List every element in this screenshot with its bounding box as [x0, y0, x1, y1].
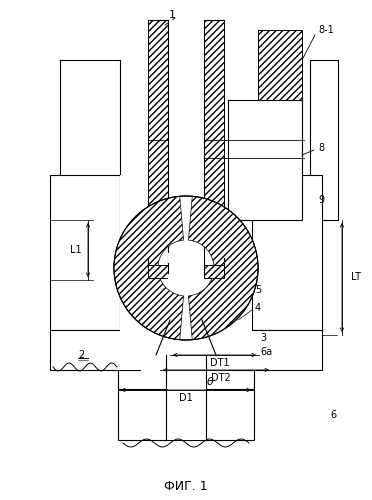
Bar [204, 265, 224, 278]
Bar [204, 20, 224, 265]
Wedge shape [189, 196, 258, 340]
Text: 3: 3 [260, 333, 266, 343]
Bar [148, 20, 168, 265]
Text: D1: D1 [179, 393, 193, 403]
Bar [120, 175, 252, 370]
Text: 6a: 6a [260, 347, 272, 357]
Text: 5: 5 [255, 285, 261, 295]
Text: L1: L1 [70, 245, 82, 255]
Text: 8-1: 8-1 [318, 25, 334, 35]
Text: 2a-2: 2a-2 [180, 290, 199, 300]
Text: θ: θ [206, 377, 214, 387]
Text: DT1: DT1 [210, 358, 229, 368]
Bar [232, 330, 322, 370]
Text: 2a-1: 2a-1 [156, 224, 175, 232]
Bar [252, 175, 322, 330]
Text: 2a: 2a [200, 217, 212, 227]
Bar [50, 330, 140, 370]
Text: 8: 8 [318, 143, 324, 153]
Circle shape [114, 196, 258, 340]
Bar [166, 355, 206, 440]
Bar [168, 253, 204, 283]
Text: 1: 1 [169, 10, 176, 20]
Bar [258, 30, 302, 100]
Bar [50, 175, 120, 330]
Text: ФИГ. 1: ФИГ. 1 [164, 480, 208, 492]
Text: D: D [197, 128, 205, 138]
Text: LT: LT [351, 272, 361, 282]
Text: Dвн: Dвн [196, 146, 216, 156]
Bar [148, 265, 168, 278]
Wedge shape [114, 196, 183, 340]
Bar [168, 20, 204, 265]
Text: DT2: DT2 [211, 373, 231, 383]
Text: 4: 4 [255, 303, 261, 313]
Text: t: t [278, 32, 282, 42]
Bar [228, 100, 302, 220]
Text: 6: 6 [330, 410, 336, 420]
Text: R: R [136, 273, 143, 283]
Text: 2: 2 [78, 350, 84, 360]
Bar [118, 355, 254, 440]
Bar [168, 265, 204, 273]
Text: 9: 9 [318, 195, 324, 205]
